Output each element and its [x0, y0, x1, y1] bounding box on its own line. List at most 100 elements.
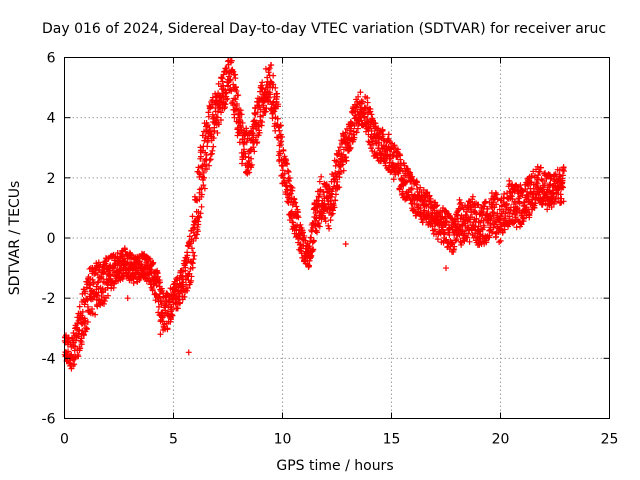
data-point [351, 122, 358, 129]
data-point [65, 335, 72, 342]
data-point [490, 224, 497, 231]
data-point [315, 220, 322, 227]
data-point [268, 62, 275, 69]
x-tick-label: 5 [169, 432, 178, 448]
data-point [560, 198, 567, 205]
data-point [169, 312, 176, 319]
data-point [155, 273, 162, 280]
data-point [184, 252, 191, 259]
data-point [453, 236, 460, 243]
data-point [188, 245, 195, 252]
y-tick-label: 6 [47, 51, 56, 67]
data-point [391, 142, 398, 149]
data-point [280, 174, 287, 181]
data-point [181, 293, 188, 300]
data-point [374, 154, 381, 161]
data-point [206, 162, 213, 169]
x-tick-label: 25 [601, 432, 619, 448]
data-point [443, 265, 449, 272]
data-point [182, 276, 189, 283]
data-point [235, 92, 242, 99]
y-tick-label: 4 [47, 111, 56, 127]
data-point [489, 228, 496, 235]
data-point [368, 145, 375, 152]
data-point [431, 226, 438, 233]
data-point [188, 273, 195, 280]
x-tick-label: 10 [274, 432, 292, 448]
data-point [536, 168, 543, 175]
data-point [267, 91, 274, 98]
chart-title: Day 016 of 2024, Sidereal Day-to-day VTE… [42, 21, 606, 37]
data-point [91, 270, 98, 277]
data-point [332, 197, 339, 204]
data-point [509, 181, 516, 188]
data-point [84, 318, 91, 325]
data-point [368, 128, 375, 135]
data-point [482, 198, 489, 205]
data-point [130, 280, 137, 287]
data-point [434, 202, 441, 209]
data-point [531, 204, 538, 211]
data-point [209, 94, 216, 101]
data-point [243, 127, 250, 134]
data-point [385, 131, 392, 138]
data-point [457, 199, 464, 206]
data-point [518, 221, 525, 228]
data-point [190, 249, 197, 256]
data-point [248, 155, 255, 162]
data-point [394, 146, 401, 153]
data-point [496, 239, 503, 246]
data-point [75, 353, 82, 360]
data-point [217, 116, 224, 123]
data-point [501, 190, 508, 197]
data-point [434, 236, 441, 243]
data-point [484, 205, 491, 212]
data-point [169, 306, 176, 313]
data-point [483, 239, 490, 246]
data-point [201, 174, 208, 181]
data-point [188, 259, 195, 266]
data-point [227, 76, 234, 83]
data-point [76, 326, 83, 333]
data-point [198, 191, 205, 198]
data-point [184, 287, 191, 294]
data-point [353, 129, 360, 136]
data-point [409, 173, 416, 180]
data-point [335, 147, 342, 154]
data-point [547, 199, 554, 206]
data-point [100, 300, 107, 307]
data-point [192, 235, 199, 242]
data-point [539, 201, 546, 208]
data-point [228, 57, 235, 64]
data-point [295, 214, 302, 221]
data-point [481, 224, 488, 231]
data-point [467, 199, 474, 206]
data-point [259, 118, 266, 125]
data-point [422, 197, 429, 204]
data-point [357, 89, 364, 96]
data-point [272, 84, 279, 91]
data-point [496, 226, 503, 233]
data-point [369, 141, 376, 148]
data-point [79, 327, 86, 334]
data-point [340, 167, 347, 174]
data-point [277, 122, 284, 129]
data-point [280, 146, 287, 153]
data-point [425, 209, 432, 216]
data-point [373, 132, 380, 139]
data-point [262, 108, 269, 115]
data-point [77, 345, 84, 352]
data-point [331, 204, 338, 211]
y-tick-label: -6 [42, 412, 56, 428]
data-point [211, 128, 218, 135]
data-point [337, 168, 344, 175]
data-point [475, 238, 482, 245]
data-point [205, 113, 212, 120]
data-point [501, 226, 508, 233]
data-point [237, 124, 244, 131]
data-point [560, 184, 567, 191]
data-point [191, 252, 198, 259]
data-point [210, 143, 217, 150]
data-point [154, 270, 161, 277]
data-point [223, 89, 230, 96]
